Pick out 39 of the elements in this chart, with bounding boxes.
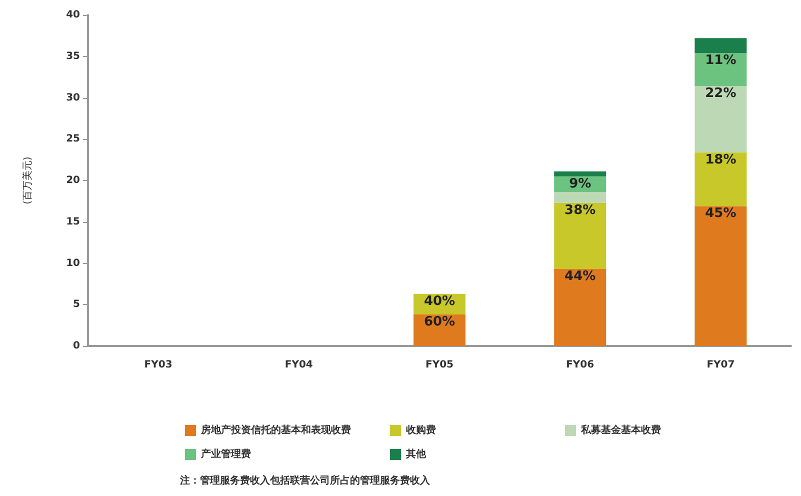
x-tick-label: FY05 xyxy=(426,360,454,370)
y-tick-label: 35 xyxy=(66,50,80,62)
y-tick-label: 15 xyxy=(66,216,80,228)
bar xyxy=(694,53,747,86)
y-tick-label: 10 xyxy=(66,258,80,269)
bar xyxy=(694,152,747,206)
y-tick-label: 5 xyxy=(73,299,80,310)
annotation: 38% xyxy=(564,202,596,218)
annotation: 45% xyxy=(705,206,736,222)
annotation: 44% xyxy=(564,269,596,284)
y-tick-label: 0 xyxy=(73,340,80,352)
x-tick-label: FY03 xyxy=(144,360,172,370)
bar xyxy=(554,171,606,176)
legend-label: 产业管理费 xyxy=(200,448,251,460)
x-tick-label: FY04 xyxy=(284,360,313,370)
y-tick-label: 30 xyxy=(66,92,80,104)
y-tick-label: 20 xyxy=(66,175,80,186)
bar xyxy=(694,206,747,346)
y-tick-label: 40 xyxy=(66,10,80,20)
bar xyxy=(554,202,606,270)
x-tick-label: FY07 xyxy=(706,360,735,370)
legend-label: 其他 xyxy=(405,448,427,460)
bar xyxy=(554,269,606,346)
legend-label: 房地产投资信托的基本和表现收费 xyxy=(200,424,351,436)
bar xyxy=(554,192,606,203)
annotation: 11% xyxy=(705,53,736,68)
annotation: 40% xyxy=(424,294,456,309)
legend-label: 收购费 xyxy=(406,424,436,436)
annotation: 9% xyxy=(569,176,592,192)
text: 注：管理服务费收入包括联营公司所占的管理服务费收入 xyxy=(179,474,431,486)
bar xyxy=(694,86,747,152)
y-tick-label: 25 xyxy=(66,134,80,145)
annotation: 18% xyxy=(705,152,736,168)
bar xyxy=(694,38,747,54)
annotation: 22% xyxy=(705,86,736,102)
annotation: 60% xyxy=(424,314,456,330)
legend-label: 私募基金基本收费 xyxy=(580,424,661,436)
x-tick-label: FY06 xyxy=(566,360,594,370)
y-axis-title: (百万美元) xyxy=(22,156,34,204)
